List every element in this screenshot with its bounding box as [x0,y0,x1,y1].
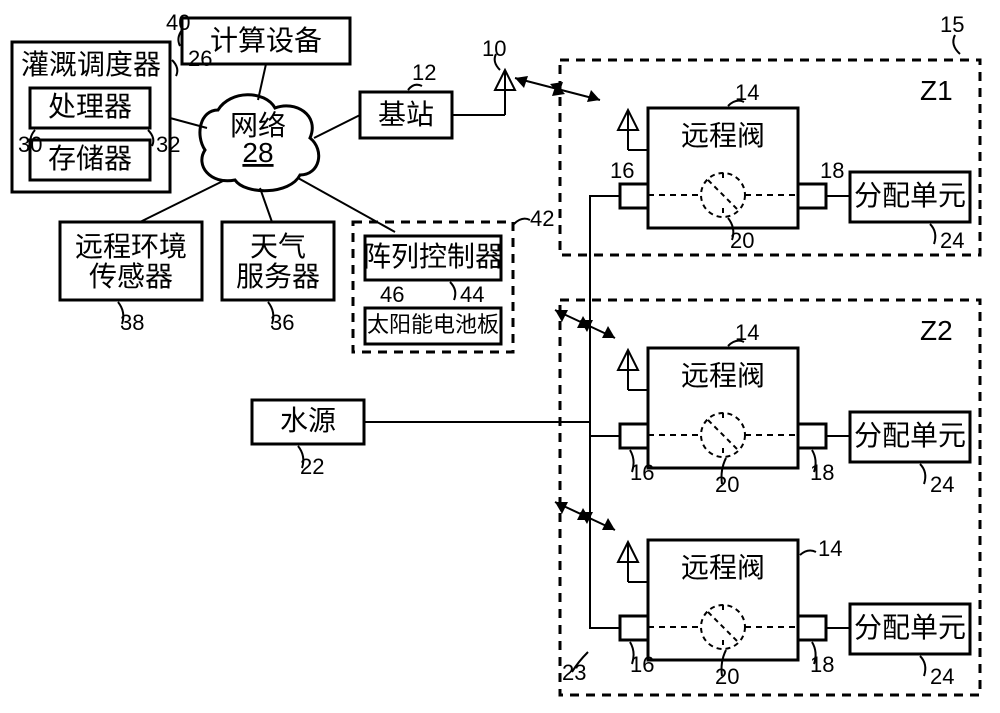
dist-2-label: 分配单元 [854,420,966,451]
valve-antenna-1 [618,110,648,150]
dist-3-label: 分配单元 [854,612,966,643]
dist-1-label: 分配单元 [854,180,966,211]
weather-l1: 天气 [250,231,306,262]
port-3-out [798,616,826,640]
ref-32: 32 [156,132,180,157]
valve-1-label: 远程阀 [681,120,765,151]
z1-label: Z1 [920,75,953,106]
valve-antenna-3 [618,542,648,582]
port-1-in [620,184,648,208]
array-ctrl-label: 阵列控制器 [363,241,503,272]
water-label: 水源 [280,405,336,436]
env-sensor-l1: 远程环境 [75,231,187,262]
memory-label: 存储器 [48,143,132,174]
env-sensor-l2: 传感器 [89,261,173,292]
network-ref: 28 [242,137,273,168]
radio-link-2 [555,310,615,338]
ref-40: 40 [166,10,190,35]
weather-l2: 服务器 [236,261,320,292]
ref-20b: 20 [715,472,739,497]
port-2-out [798,424,826,448]
ref-30: 30 [18,132,42,157]
ref-46: 46 [380,282,404,307]
base-label: 基站 [378,99,434,130]
ref-42: 42 [530,206,554,231]
diagram-canvas: 计算设备 40 灌溉调度器 26 处理器 存储器 30 32 网络 28 基站 … [0,0,1000,713]
ref-23: 23 [562,660,586,685]
solar-label: 太阳能电池板 [367,312,499,337]
valve-3-label: 远程阀 [681,552,765,583]
ref-26: 26 [188,46,212,71]
port-2-in [620,424,648,448]
valve-antenna-2 [618,350,648,390]
port-1-out [798,184,826,208]
valve-2-label: 远程阀 [681,360,765,391]
ref-18c: 18 [810,652,834,677]
ref-16: 16 [610,158,634,183]
ref-24c: 24 [930,664,954,689]
ref-18: 18 [820,158,844,183]
ref-24b: 24 [930,472,954,497]
port-3-in [620,616,648,640]
ref-14c: 14 [818,536,842,561]
radio-link-1 [515,76,600,102]
radio-link-3 [555,502,615,530]
ref-20c: 20 [715,664,739,689]
ref-44: 44 [460,282,484,307]
ref-12: 12 [412,60,436,85]
ref-15: 15 [940,12,964,37]
ref-18b: 18 [810,460,834,485]
scheduler-label: 灌溉调度器 [21,49,161,80]
base-antenna-icon [495,70,515,115]
computing-label: 计算设备 [210,25,322,56]
processor-label: 处理器 [48,91,132,122]
ref-24: 24 [940,228,964,253]
z2-label: Z2 [920,315,953,346]
